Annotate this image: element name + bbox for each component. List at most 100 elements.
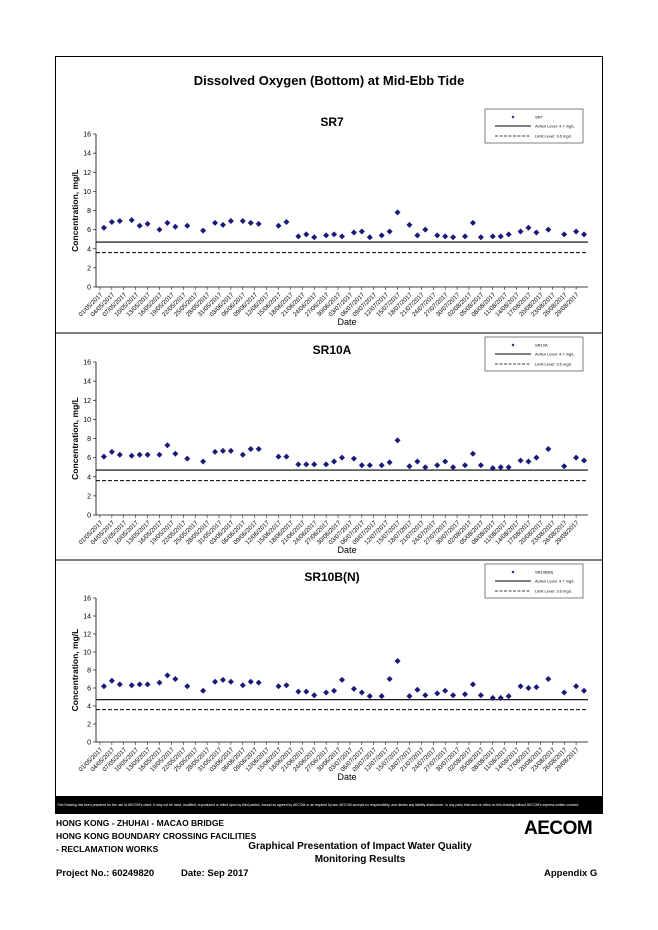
y-tick-label: 14 (83, 151, 91, 158)
data-point (533, 684, 540, 691)
data-point (172, 676, 179, 682)
data-point (227, 218, 234, 225)
data-point (581, 457, 588, 464)
data-point (462, 233, 468, 240)
y-tick-label: 6 (87, 227, 91, 234)
data-point (462, 691, 468, 698)
data-point (247, 446, 254, 453)
data-point (116, 218, 123, 225)
legend-entry: Action Level: 4.7 mg/L (535, 579, 575, 584)
data-point (505, 231, 512, 238)
data-point (295, 461, 302, 468)
legend-marker-series (511, 570, 515, 574)
data-point (212, 678, 219, 685)
data-point (386, 228, 393, 235)
chart-title: SR10A (313, 343, 352, 357)
data-point (477, 462, 484, 469)
data-point (311, 234, 318, 241)
data-point (144, 220, 151, 227)
data-point (227, 447, 234, 454)
data-point (350, 455, 357, 462)
data-point (477, 234, 484, 241)
data-point (505, 693, 512, 700)
report-date: Date: Sep 2017 (181, 868, 249, 879)
data-point (406, 463, 413, 470)
data-point (366, 234, 373, 241)
data-point (561, 231, 568, 238)
data-point (200, 458, 207, 465)
data-point (164, 219, 171, 226)
data-point (394, 658, 401, 664)
data-point (505, 464, 512, 471)
data-point (339, 676, 345, 683)
data-point (561, 463, 568, 470)
data-point (227, 678, 234, 685)
data-point (275, 683, 282, 690)
data-point (350, 685, 357, 692)
data-point (386, 459, 393, 466)
data-point (323, 689, 330, 696)
data-point (517, 228, 524, 235)
data-point (164, 672, 171, 679)
data-point (406, 693, 413, 700)
y-tick-label: 0 (87, 513, 91, 520)
data-point (156, 451, 163, 458)
footer-line-3: - RECLAMATION WORKS (56, 844, 159, 854)
footer-line-1: HONG KONG - ZHUHAI - MACAO BRIDGE (56, 818, 225, 828)
data-point (442, 233, 449, 240)
data-point (100, 683, 107, 690)
data-point (255, 679, 262, 686)
appendix-label: Appendix G (544, 868, 598, 879)
data-point (247, 678, 254, 685)
legend-marker-series (511, 115, 515, 119)
data-point (533, 229, 540, 236)
y-tick-label: 12 (83, 398, 91, 405)
data-point (239, 451, 246, 458)
data-point (366, 693, 373, 700)
data-point (331, 458, 338, 465)
data-point (172, 223, 179, 230)
data-point (108, 448, 115, 455)
project-number: Project No.: 60249820 (56, 868, 155, 879)
data-point (219, 221, 226, 228)
data-point (573, 454, 580, 461)
data-point (573, 683, 580, 690)
data-point (275, 222, 282, 229)
y-tick-label: 4 (87, 474, 91, 481)
data-point (394, 437, 401, 444)
data-point (303, 461, 310, 468)
data-point (283, 453, 290, 460)
y-tick-label: 16 (83, 596, 91, 603)
data-point (525, 458, 532, 465)
data-point (422, 464, 429, 471)
data-point (156, 679, 163, 686)
data-point (489, 694, 496, 701)
data-point (128, 452, 135, 459)
data-point (469, 450, 476, 457)
legend-entry: Action Level: 4.7 mg/L (535, 352, 575, 357)
data-point (247, 219, 254, 226)
data-point (108, 218, 115, 225)
data-point (128, 682, 135, 689)
y-tick-label: 16 (83, 132, 91, 139)
data-point (525, 685, 532, 691)
data-point (545, 446, 552, 453)
data-point (561, 689, 568, 696)
data-point (100, 453, 107, 460)
data-point (469, 681, 476, 688)
data-point (497, 694, 504, 701)
data-point (184, 455, 191, 462)
presentation-title-line-1: Graphical Presentation of Impact Water Q… (248, 841, 472, 852)
data-point (497, 233, 504, 240)
y-axis-label: Concentration, mg/L (70, 169, 80, 252)
legend-entry: SR7 (535, 115, 544, 120)
data-point (339, 233, 345, 240)
x-axis-label: Date (337, 545, 356, 555)
data-point (525, 224, 532, 231)
aecom-logo: AECOM (524, 818, 593, 839)
data-point (378, 693, 385, 700)
y-tick-label: 2 (87, 265, 91, 272)
data-point (144, 681, 151, 688)
disclaimer: This Drawing has been prepared for the u… (55, 796, 603, 814)
data-point (489, 465, 496, 472)
